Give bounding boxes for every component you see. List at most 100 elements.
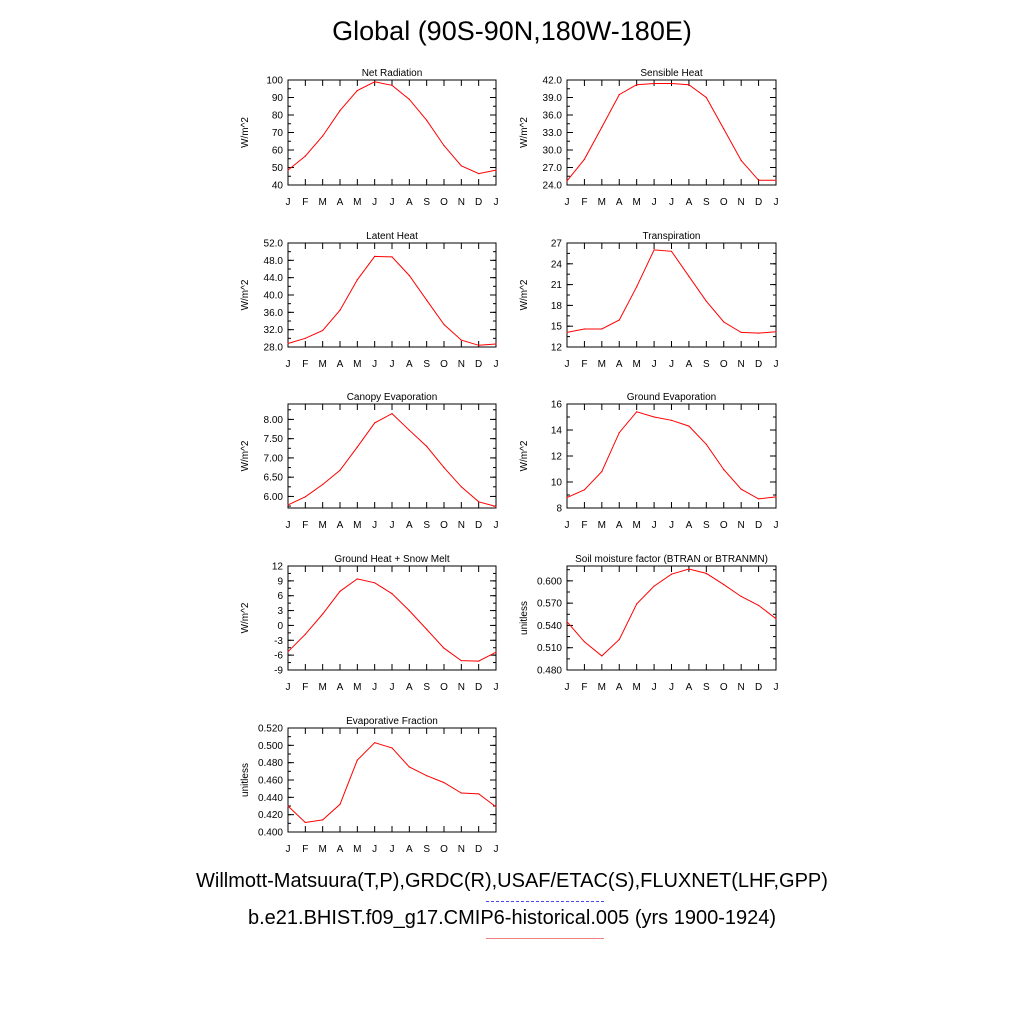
y-axis-label: W/m^2 (240, 440, 251, 471)
data-point (391, 593, 393, 595)
plot-frame (566, 565, 777, 671)
x-tick-label: J (565, 520, 570, 531)
data-point (495, 806, 497, 808)
series-line (566, 83, 776, 182)
y-axis-label: W/m^2 (519, 440, 530, 471)
data-point (775, 331, 777, 333)
obs-sources-label: Willmott-Matsuura(T,P),GRDC(R),USAF/ETAC… (196, 870, 828, 892)
data-point (478, 173, 480, 175)
data-point (688, 425, 690, 427)
y-tick-label: 14 (551, 426, 563, 437)
y-axis-label: W/m^2 (240, 602, 251, 633)
data-point (583, 158, 586, 160)
y-tick-label: -9 (274, 666, 283, 677)
x-tick-label: F (302, 682, 308, 693)
plot-frame (566, 242, 777, 348)
panel-title: Latent Heat (366, 231, 418, 242)
data-point (339, 803, 341, 805)
data-point (775, 179, 777, 181)
data-point (322, 329, 324, 332)
chart-panel: Soil moisture factor (BTRAN or BTRANMN) u… (519, 554, 779, 693)
data-point (374, 255, 376, 257)
data-point (478, 660, 480, 662)
x-tick-label: F (302, 520, 308, 531)
panel-title: Net Radiation (362, 68, 423, 79)
data-point (339, 309, 341, 311)
data-point (304, 633, 306, 635)
y-tick-label: 40 (272, 181, 284, 192)
y-tick-label: 42.0 (543, 76, 563, 87)
x-tick-label: N (458, 359, 465, 370)
x-tick-label: J (774, 359, 779, 370)
x-tick-label: J (372, 520, 377, 531)
y-tick-label: 7.50 (264, 434, 284, 445)
data-point (495, 169, 497, 171)
page-title: Global (90S-90N,180W-180E) (332, 16, 692, 46)
data-point (426, 628, 428, 631)
x-tick-label: S (423, 682, 430, 693)
x-tick-label: J (565, 197, 570, 208)
x-tick-label: A (686, 197, 693, 208)
x-tick-label: J (372, 682, 377, 693)
data-point (339, 110, 341, 112)
panel-title: Ground Heat + Snow Melt (334, 554, 450, 565)
y-tick-label: 12 (551, 452, 563, 463)
x-tick-label: A (406, 359, 413, 370)
x-tick-label: S (703, 520, 710, 531)
x-tick-label: J (652, 197, 657, 208)
data-point (653, 82, 655, 85)
x-tick-label: J (652, 520, 657, 531)
x-tick-label: A (616, 197, 623, 208)
data-point (636, 411, 638, 413)
x-tick-label: F (302, 197, 308, 208)
data-point (618, 94, 620, 96)
data-point (443, 145, 445, 147)
y-tick-label: 36.0 (543, 111, 563, 122)
x-tick-label: N (458, 682, 465, 693)
y-tick-label: 44.0 (264, 273, 284, 284)
x-tick-label: J (494, 844, 499, 855)
x-tick-label: F (581, 520, 587, 531)
x-tick-label: O (440, 520, 448, 531)
data-point (688, 275, 690, 277)
data-point (705, 443, 707, 445)
x-tick-label: O (720, 359, 728, 370)
data-point (304, 337, 306, 339)
data-point (601, 655, 603, 657)
x-tick-label: D (475, 359, 482, 370)
x-tick-label: S (703, 197, 710, 208)
data-point (287, 651, 289, 653)
data-point (322, 613, 324, 615)
x-tick-label: F (302, 359, 308, 370)
data-point (287, 342, 289, 345)
y-tick-label: 15 (551, 322, 563, 333)
x-tick-label: J (286, 844, 291, 855)
y-tick-label: 70 (272, 128, 284, 139)
data-point (670, 82, 673, 85)
panel-title: Transpiration (643, 231, 701, 242)
data-point (495, 651, 497, 653)
data-point (391, 256, 393, 258)
data-point (408, 610, 410, 612)
data-point (443, 782, 445, 784)
data-point (583, 641, 586, 643)
x-tick-label: J (390, 682, 395, 693)
data-point (322, 483, 324, 486)
y-tick-label: 27.0 (543, 163, 563, 174)
data-point (391, 84, 393, 86)
x-tick-label: J (669, 682, 674, 693)
plot-frame (287, 727, 497, 833)
y-tick-label: 6.50 (264, 473, 284, 484)
data-point (705, 572, 707, 575)
y-tick-label: 52.0 (264, 239, 284, 250)
data-point (408, 429, 410, 431)
panel-title: Sensible Heat (640, 68, 702, 79)
x-tick-label: A (337, 682, 344, 693)
data-point (758, 332, 760, 334)
y-tick-label: 27 (551, 239, 563, 250)
data-point (356, 89, 358, 92)
data-point (495, 505, 497, 508)
x-tick-label: A (337, 359, 344, 370)
data-point (583, 328, 586, 330)
